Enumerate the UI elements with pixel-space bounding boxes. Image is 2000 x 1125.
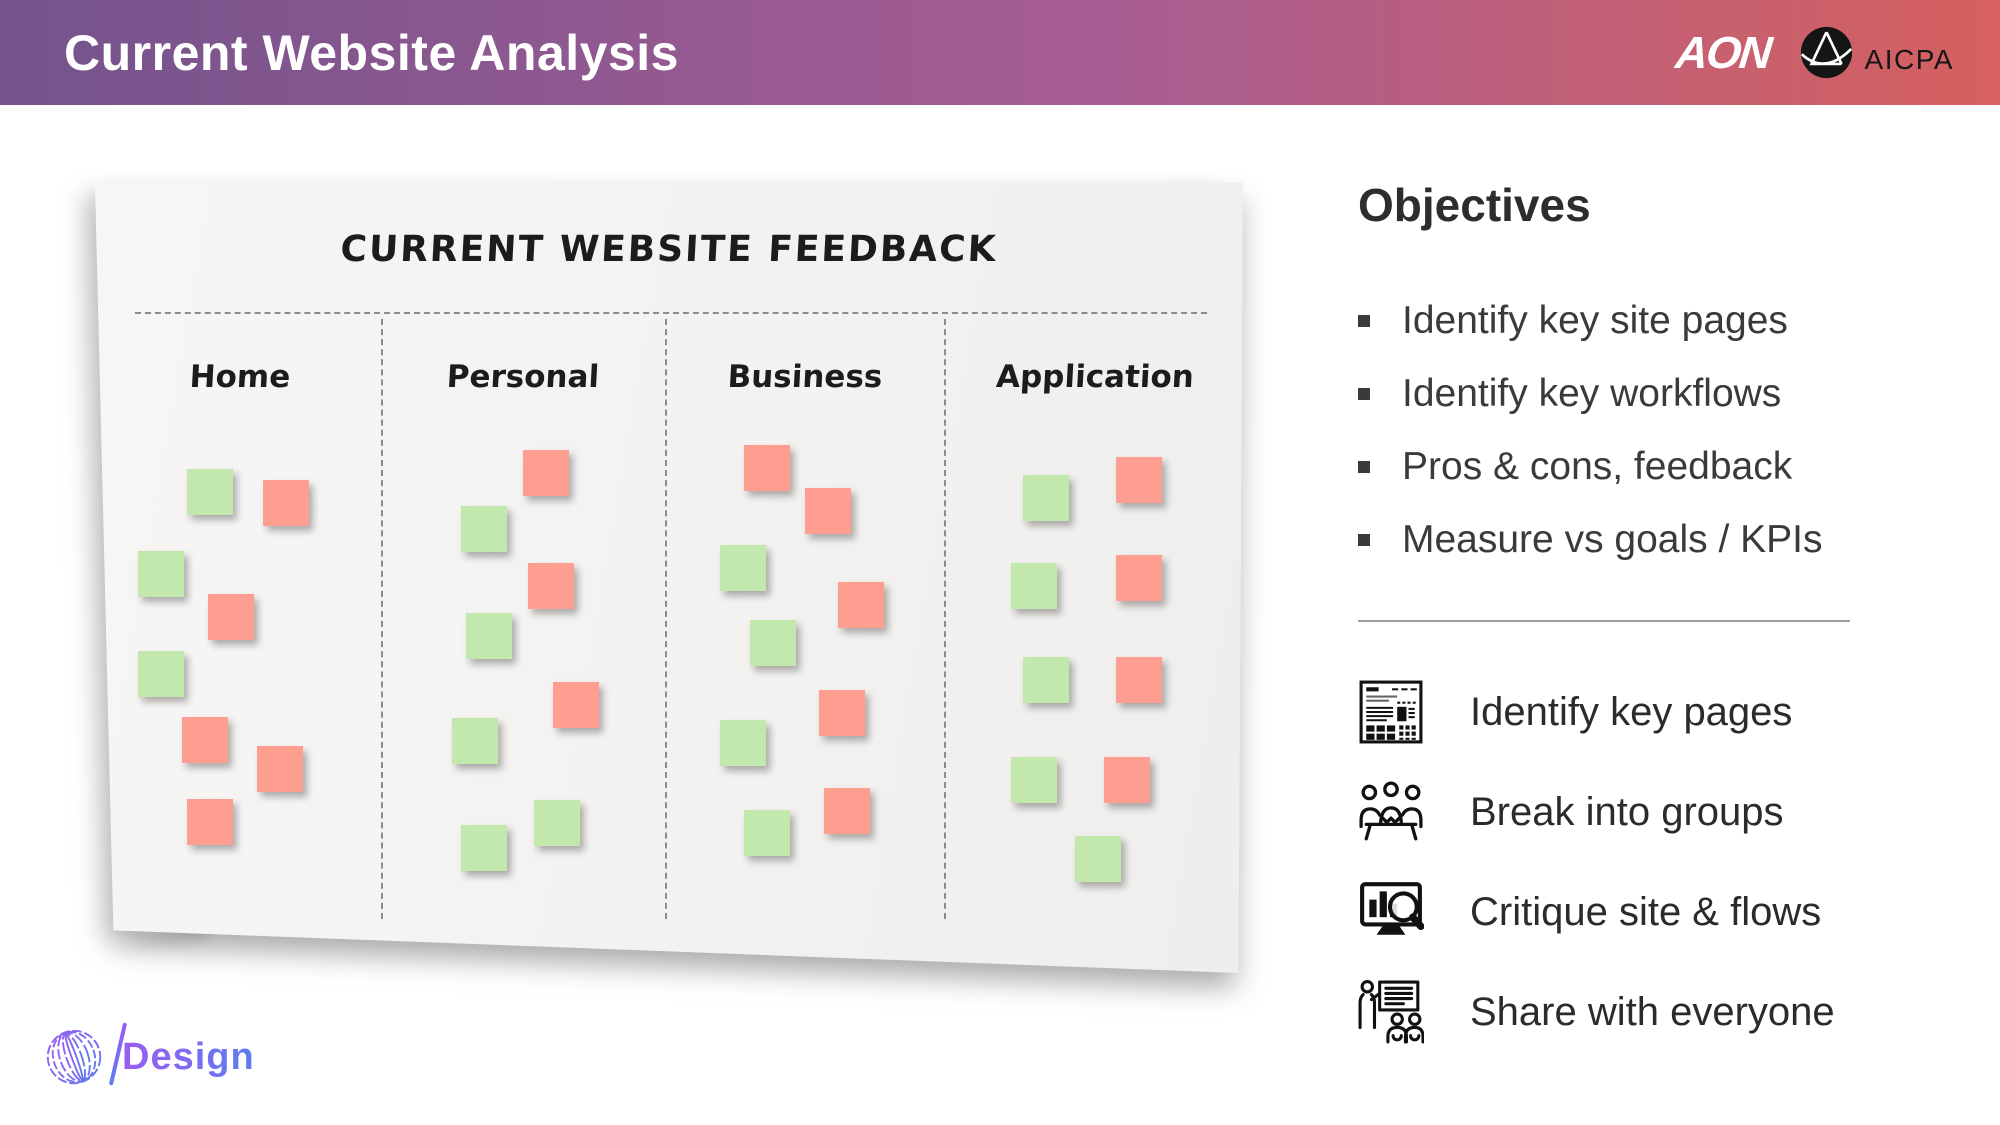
- sticky-note-red: [257, 746, 303, 792]
- bullet-square-icon: [1358, 314, 1370, 327]
- sticky-note-green: [187, 469, 233, 515]
- sticky-note-green: [744, 810, 790, 856]
- aon-logo: AON: [1672, 26, 1773, 78]
- column-separator: [665, 319, 667, 919]
- globe-icon: [44, 1027, 104, 1087]
- bullet-square-icon: [1358, 533, 1370, 546]
- whiteboard: CURRENT WEBSITE FEEDBACK Home Personal B…: [85, 183, 1243, 973]
- column-header: Application: [995, 359, 1195, 395]
- sticky-note-red: [1116, 555, 1162, 601]
- sticky-note-red: [805, 488, 851, 534]
- webpage-icon: [1358, 679, 1424, 745]
- sticky-note-green: [720, 545, 766, 591]
- sticky-note-green: [461, 506, 507, 552]
- bullet-square-icon: [1358, 460, 1370, 473]
- sticky-note-green: [452, 718, 498, 764]
- sticky-note-red: [838, 582, 884, 628]
- objective-label: Identify key site pages: [1402, 298, 1788, 342]
- bullet-square-icon: [1358, 387, 1370, 400]
- whiteboard-paper: [95, 183, 1243, 973]
- column-separator: [944, 319, 946, 919]
- sticky-note-green: [1023, 657, 1069, 703]
- step-label: Break into groups: [1470, 789, 1784, 834]
- sticky-note-red: [523, 450, 569, 496]
- objectives-list: Identify key site pages Identify key wor…: [1358, 284, 1823, 576]
- section-divider: [1358, 620, 1850, 622]
- objectives-heading: Objectives: [1358, 179, 1591, 231]
- column-header: Personal: [445, 359, 601, 395]
- aicpa-globe-icon: [1800, 26, 1853, 79]
- step-label: Critique site & flows: [1470, 889, 1822, 934]
- sticky-note-red: [824, 788, 870, 834]
- sticky-note-green: [1011, 563, 1057, 609]
- design-logo: Design: [44, 1022, 255, 1092]
- sticky-note-red: [744, 445, 790, 491]
- objective-label: Pros & cons, feedback: [1402, 444, 1793, 488]
- design-wordmark: Design: [122, 1035, 255, 1078]
- sticky-note-red: [263, 480, 309, 526]
- step-row: Critique site & flows: [1358, 862, 1835, 962]
- sticky-note-red: [1116, 657, 1162, 703]
- sticky-note-red: [1104, 757, 1150, 803]
- sticky-note-green: [138, 651, 184, 697]
- sticky-note-green: [466, 613, 512, 659]
- brand-logos: AON AICPA: [1672, 0, 1954, 105]
- board-header-divider: [135, 312, 1207, 314]
- header-bar: Current Website Analysis AON AICPA: [0, 0, 2000, 105]
- sticky-note-red: [182, 717, 228, 763]
- step-label: Identify key pages: [1470, 689, 1793, 734]
- sticky-note-red: [528, 563, 574, 609]
- sticky-note-green: [1011, 757, 1057, 803]
- workshop-steps-list: Identify key pages Break into groups Cri…: [1358, 662, 1835, 1062]
- step-row: Break into groups: [1358, 762, 1835, 862]
- sticky-note-red: [1116, 457, 1162, 503]
- column-header: Business: [726, 359, 884, 395]
- objective-item: Identify key workflows: [1358, 357, 1823, 430]
- column-separator: [381, 319, 383, 919]
- aicpa-logo: AICPA: [1800, 26, 1954, 79]
- page-title: Current Website Analysis: [64, 24, 679, 81]
- aicpa-wordmark: AICPA: [1864, 43, 1954, 75]
- board-title: CURRENT WEBSITE FEEDBACK: [339, 229, 999, 270]
- column-header: Home: [188, 359, 292, 395]
- share-icon: [1358, 979, 1424, 1045]
- sticky-note-green: [534, 800, 580, 846]
- sticky-note-green: [138, 551, 184, 597]
- sticky-note-red: [819, 690, 865, 736]
- objective-label: Identify key workflows: [1402, 371, 1782, 415]
- step-row: Share with everyone: [1358, 962, 1835, 1062]
- objective-item: Measure vs goals / KPIs: [1358, 503, 1823, 576]
- step-row: Identify key pages: [1358, 662, 1835, 762]
- objective-item: Identify key site pages: [1358, 284, 1823, 357]
- objective-label: Measure vs goals / KPIs: [1402, 517, 1823, 561]
- objective-item: Pros & cons, feedback: [1358, 430, 1823, 503]
- sticky-note-green: [1075, 836, 1121, 882]
- sticky-note-green: [461, 825, 507, 871]
- sticky-note-red: [208, 594, 254, 640]
- sticky-note-red: [553, 682, 599, 728]
- critique-icon: [1358, 879, 1424, 945]
- step-label: Share with everyone: [1470, 989, 1835, 1034]
- sticky-note-red: [187, 799, 233, 845]
- sticky-note-green: [750, 620, 796, 666]
- sticky-note-green: [720, 720, 766, 766]
- sticky-note-green: [1023, 475, 1069, 521]
- group-icon: [1358, 779, 1424, 845]
